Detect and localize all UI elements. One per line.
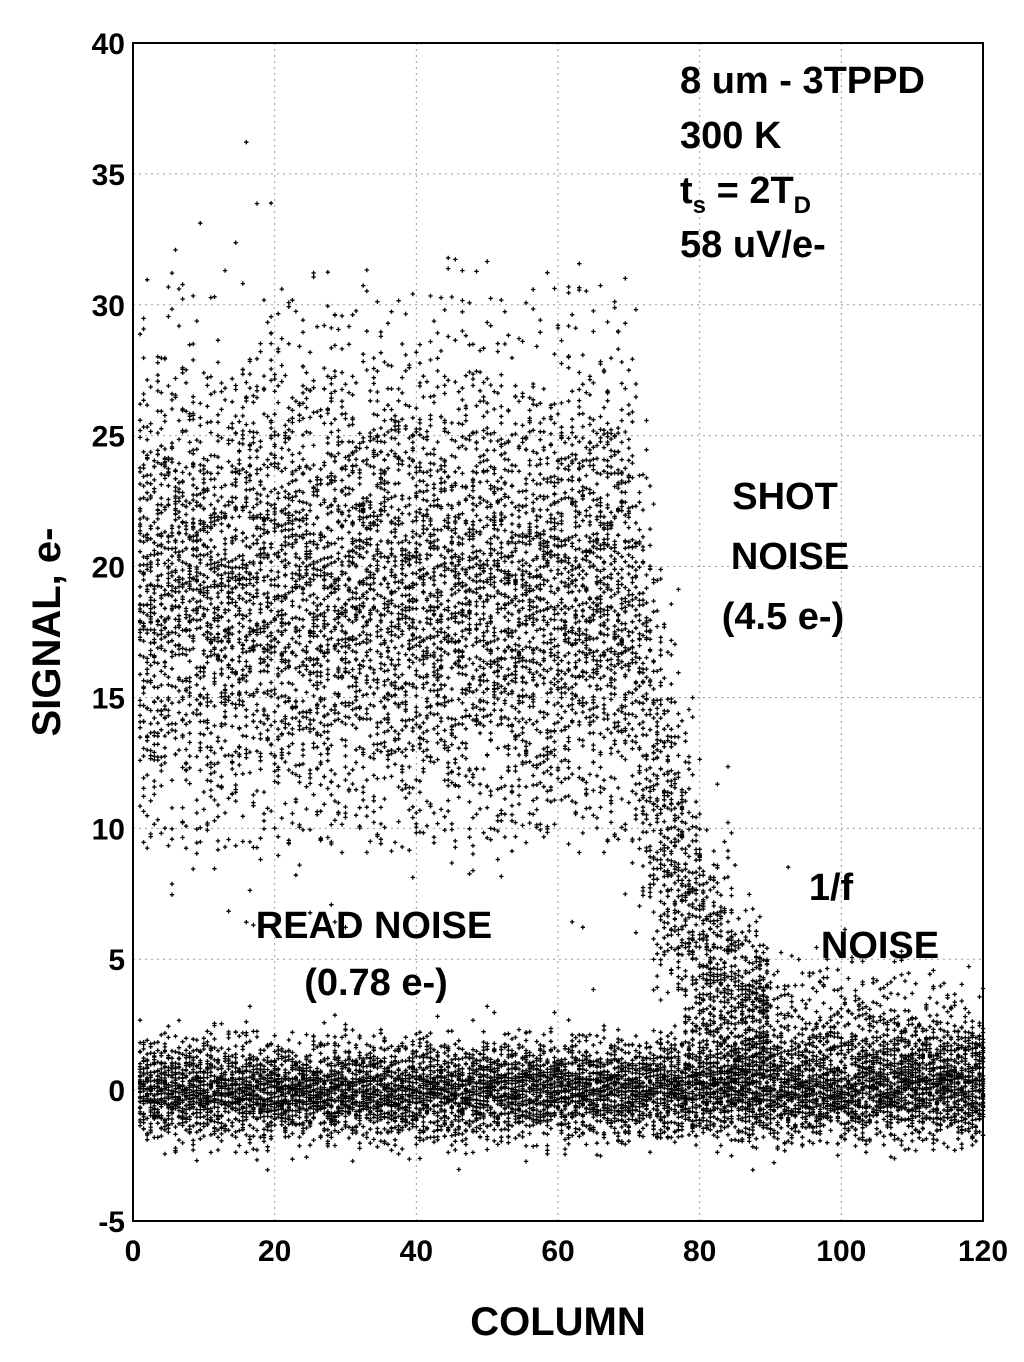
x-tick-label: 20 <box>258 1235 291 1268</box>
data-points <box>137 140 986 1173</box>
y-tick-label: 25 <box>92 421 125 454</box>
annotation-flicker-noise-line2: NOISE <box>821 925 939 967</box>
annotation-shot-noise-line1: SHOT <box>732 476 838 518</box>
x-tick-label: 40 <box>400 1235 433 1268</box>
annotation-read-noise-value: (0.78 e-) <box>304 962 448 1004</box>
plot-frame <box>132 42 984 1222</box>
annotation-sampling-time: ts = 2TD <box>680 170 811 219</box>
y-tick-label: 0 <box>108 1075 125 1108</box>
x-tick-label: 80 <box>683 1235 716 1268</box>
scatter-points <box>137 140 986 1173</box>
y-tick-labels: -5 0 5 10 15 20 25 30 35 40 <box>92 28 125 1239</box>
annotation-sampling-eq: = 2T <box>706 170 794 212</box>
x-tick-label: 60 <box>541 1235 574 1268</box>
annotation-pixel-type: 8 um - 3TPPD <box>680 60 925 102</box>
annotation-temperature: 300 K <box>680 115 782 157</box>
x-tick-label: 120 <box>958 1235 1008 1268</box>
x-tick-label: 0 <box>125 1235 142 1268</box>
y-tick-label: 30 <box>92 290 125 323</box>
x-tick-labels: 0 20 40 60 80 100 120 <box>125 1235 1008 1268</box>
annotation-conversion-gain: 58 uV/e- <box>680 224 826 266</box>
annotation-sampling-sub-d: D <box>794 192 811 219</box>
x-axis-label: COLUMN <box>470 1300 646 1344</box>
y-axis-label: SIGNAL, e- <box>25 528 69 737</box>
y-tick-label: 40 <box>92 28 125 61</box>
y-tick-label: 5 <box>108 944 125 977</box>
annotation-read-noise-line1: READ NOISE <box>256 905 492 947</box>
annotation-flicker-noise-line1: 1/f <box>809 867 854 909</box>
annotation-sampling-sub-s: s <box>693 192 706 219</box>
y-tick-label: 35 <box>92 159 125 192</box>
y-tick-label: 15 <box>92 682 125 715</box>
annotation-shot-noise-line2: NOISE <box>731 536 849 578</box>
y-tick-label: 20 <box>92 552 125 585</box>
x-tick-label: 100 <box>816 1235 866 1268</box>
annotation-sampling-t: t <box>680 170 693 212</box>
y-tick-label: -5 <box>98 1206 125 1239</box>
y-tick-label: 10 <box>92 813 125 846</box>
annotation-shot-noise-value: (4.5 e-) <box>722 596 844 638</box>
